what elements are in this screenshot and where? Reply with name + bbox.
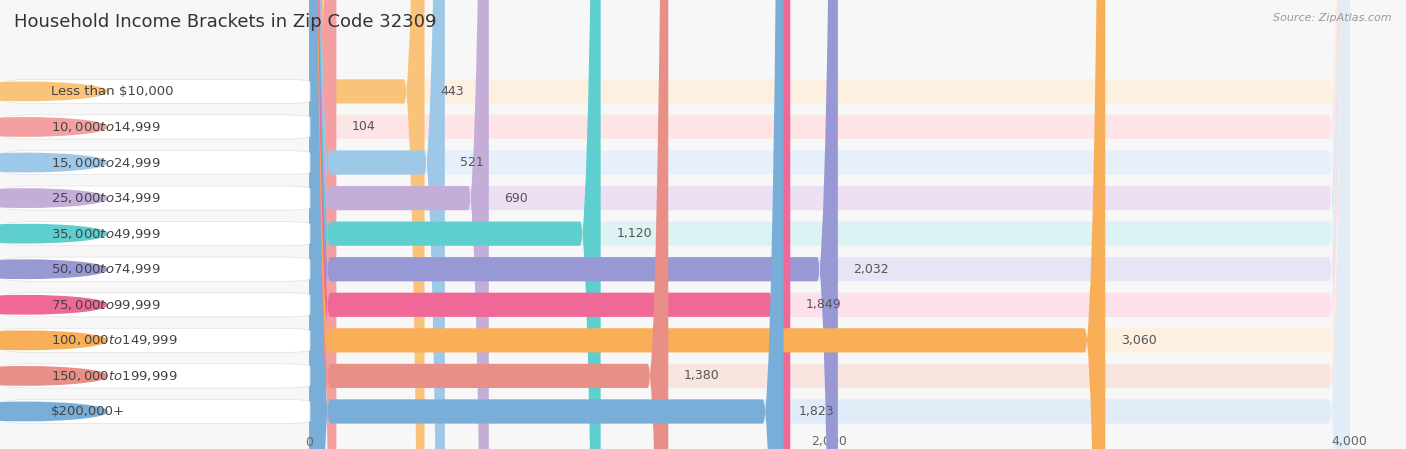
FancyBboxPatch shape <box>309 0 783 449</box>
Text: Source: ZipAtlas.com: Source: ZipAtlas.com <box>1274 13 1392 23</box>
FancyBboxPatch shape <box>309 0 425 449</box>
Circle shape <box>0 402 107 421</box>
Text: 1,380: 1,380 <box>683 370 720 383</box>
FancyBboxPatch shape <box>309 0 489 449</box>
FancyBboxPatch shape <box>309 0 1350 449</box>
Text: 2,032: 2,032 <box>853 263 889 276</box>
Circle shape <box>0 367 107 385</box>
FancyBboxPatch shape <box>7 364 311 388</box>
FancyBboxPatch shape <box>309 0 1350 449</box>
FancyBboxPatch shape <box>309 0 600 449</box>
Text: $75,000 to $99,999: $75,000 to $99,999 <box>51 298 160 312</box>
FancyBboxPatch shape <box>309 0 336 449</box>
FancyBboxPatch shape <box>309 0 444 449</box>
Text: $10,000 to $14,999: $10,000 to $14,999 <box>51 120 160 134</box>
Text: $50,000 to $74,999: $50,000 to $74,999 <box>51 262 160 276</box>
FancyBboxPatch shape <box>309 0 790 449</box>
Text: 104: 104 <box>352 120 375 133</box>
Text: 443: 443 <box>440 85 464 98</box>
Text: 3,060: 3,060 <box>1121 334 1157 347</box>
FancyBboxPatch shape <box>309 0 668 449</box>
Circle shape <box>0 260 107 278</box>
Text: Less than $10,000: Less than $10,000 <box>51 85 173 98</box>
Text: 1,849: 1,849 <box>806 298 842 311</box>
FancyBboxPatch shape <box>309 0 838 449</box>
Text: $25,000 to $34,999: $25,000 to $34,999 <box>51 191 160 205</box>
Circle shape <box>0 154 107 172</box>
Text: Household Income Brackets in Zip Code 32309: Household Income Brackets in Zip Code 32… <box>14 13 436 31</box>
FancyBboxPatch shape <box>309 0 1350 449</box>
Text: 690: 690 <box>505 192 529 205</box>
Text: $150,000 to $199,999: $150,000 to $199,999 <box>51 369 177 383</box>
FancyBboxPatch shape <box>7 221 311 246</box>
FancyBboxPatch shape <box>309 0 1105 449</box>
FancyBboxPatch shape <box>7 115 311 139</box>
FancyBboxPatch shape <box>309 0 1350 449</box>
FancyBboxPatch shape <box>309 0 1350 449</box>
FancyBboxPatch shape <box>7 328 311 352</box>
FancyBboxPatch shape <box>309 0 1350 449</box>
FancyBboxPatch shape <box>7 400 311 423</box>
Circle shape <box>0 82 107 101</box>
Text: $100,000 to $149,999: $100,000 to $149,999 <box>51 333 177 348</box>
Circle shape <box>0 189 107 207</box>
FancyBboxPatch shape <box>7 257 311 282</box>
Text: $35,000 to $49,999: $35,000 to $49,999 <box>51 227 160 241</box>
Text: 1,120: 1,120 <box>616 227 652 240</box>
Circle shape <box>0 118 107 136</box>
Circle shape <box>0 224 107 243</box>
FancyBboxPatch shape <box>7 79 311 103</box>
FancyBboxPatch shape <box>7 150 311 175</box>
FancyBboxPatch shape <box>309 0 1350 449</box>
FancyBboxPatch shape <box>309 0 1350 449</box>
Circle shape <box>0 295 107 314</box>
Text: 1,823: 1,823 <box>799 405 835 418</box>
FancyBboxPatch shape <box>7 186 311 210</box>
Text: $200,000+: $200,000+ <box>51 405 125 418</box>
Text: 0: 0 <box>305 436 314 449</box>
FancyBboxPatch shape <box>309 0 1350 449</box>
FancyBboxPatch shape <box>7 293 311 317</box>
Text: $15,000 to $24,999: $15,000 to $24,999 <box>51 155 160 170</box>
FancyBboxPatch shape <box>309 0 1350 449</box>
Text: 521: 521 <box>460 156 484 169</box>
Circle shape <box>0 331 107 349</box>
